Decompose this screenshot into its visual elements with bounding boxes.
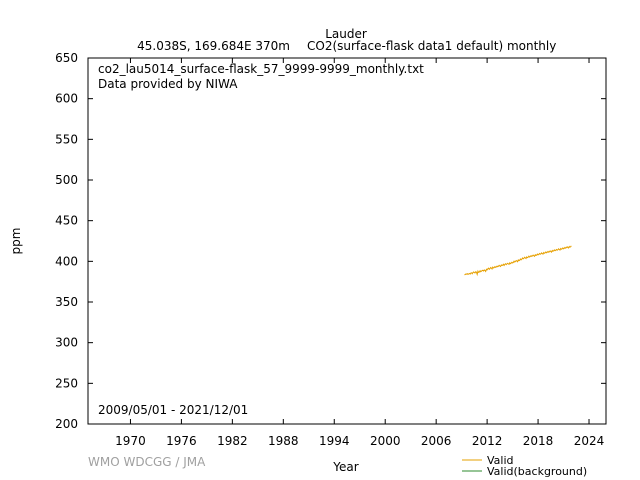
x-tick-label: 1988 xyxy=(268,434,299,448)
file-label: co2_lau5014_surface-flask_57_9999-9999_m… xyxy=(98,62,424,76)
y-tick-label: 550 xyxy=(55,132,78,146)
period-label: 2009/05/01 - 2021/12/01 xyxy=(98,403,248,417)
y-tick-label: 250 xyxy=(55,376,78,390)
y-tick-label: 650 xyxy=(55,51,78,65)
x-tick-label: 2024 xyxy=(574,434,605,448)
chart-title: Lauder xyxy=(325,27,367,41)
legend-label-valid-background: Valid(background) xyxy=(487,465,587,478)
y-tick-label: 500 xyxy=(55,173,78,187)
provider-label: Data provided by NIWA xyxy=(98,77,238,91)
y-axis-label: ppm xyxy=(9,228,23,255)
x-tick-label: 1994 xyxy=(319,434,350,448)
series-layer xyxy=(464,245,572,277)
x-tick-label: 2012 xyxy=(472,434,503,448)
x-tick-label: 1982 xyxy=(217,434,248,448)
x-tick-label: 1976 xyxy=(166,434,197,448)
y-tick-label: 200 xyxy=(55,417,78,431)
plot-frame xyxy=(87,57,607,425)
x-tick-label: 2018 xyxy=(523,434,554,448)
chart-subtitle-series: CO2(surface-flask data1 default) monthly xyxy=(307,39,556,53)
x-tick-label: 2006 xyxy=(421,434,452,448)
legend: Valid Valid(background) xyxy=(462,454,587,478)
watermark-text: WMO WDCGG / JMA xyxy=(88,455,206,469)
x-axis-label: Year xyxy=(332,460,358,474)
y-tick-label: 450 xyxy=(55,214,78,228)
x-tick-label: 1970 xyxy=(115,434,146,448)
series-line-valid xyxy=(464,245,572,277)
chart-subtitle-location: 45.038S, 169.684E 370m xyxy=(137,39,290,53)
y-tick-label: 350 xyxy=(55,295,78,309)
legend-label-valid: Valid xyxy=(487,454,514,467)
y-tick-label: 600 xyxy=(55,92,78,106)
x-axis: 1970 1976 1982 1988 1994 2000 2006 2012 2018 2024 xyxy=(115,58,604,448)
y-tick-label: 300 xyxy=(55,336,78,350)
x-tick-label: 2000 xyxy=(370,434,401,448)
y-tick-label: 400 xyxy=(55,254,78,268)
y-axis: 200 250 300 350 400 450 500 550 600 650 xyxy=(55,51,606,431)
